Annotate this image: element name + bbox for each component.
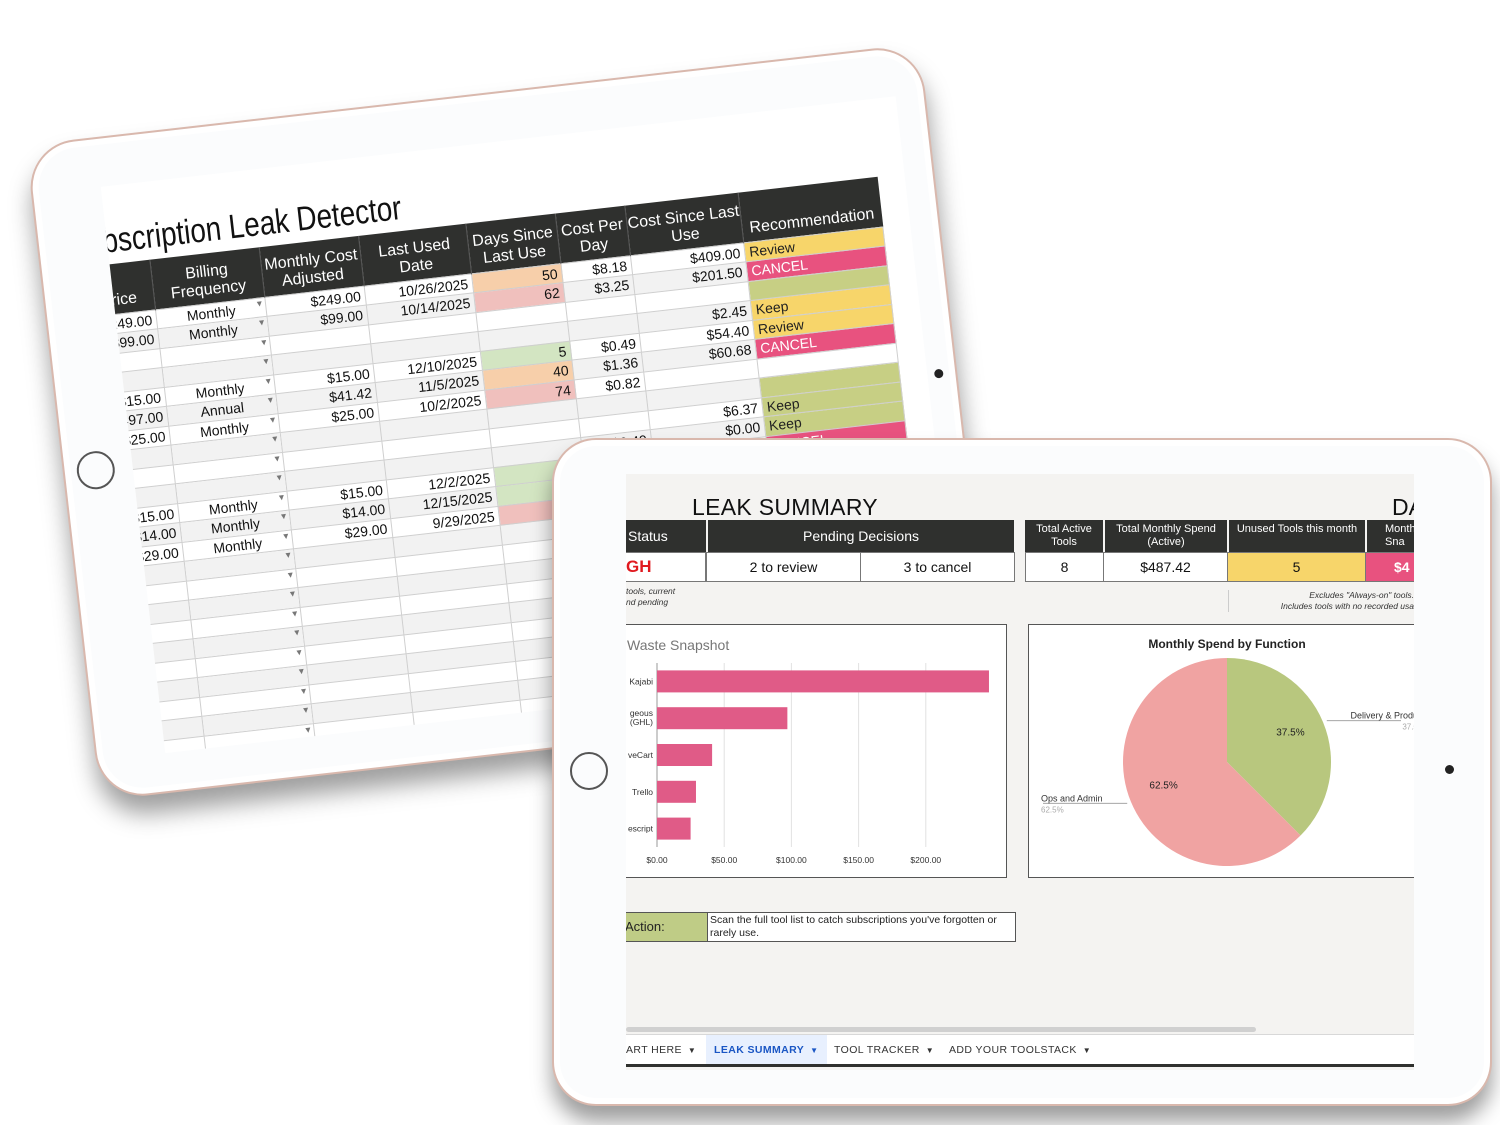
legend-pct: 62.5%: [1041, 805, 1064, 814]
kpi-month-snapshot-value: $4: [1365, 552, 1414, 582]
kpi-header-month-snapshot: Month Sna: [1367, 520, 1414, 552]
action-label: Action:: [626, 912, 708, 942]
status-value: GH: [626, 552, 706, 582]
y-tick-label: geous: [630, 708, 653, 718]
chevron-down-icon: ▼: [810, 1046, 819, 1055]
pending-cancel-cell: 3 to cancel: [860, 552, 1015, 582]
tab-label: TOOL TRACKER: [834, 1044, 920, 1056]
tab-label: LEAK SUMMARY: [714, 1044, 805, 1056]
tab-label: ADD YOUR TOOLSTACK: [949, 1044, 1077, 1056]
col-header-cost-per-day: Cost Per Day: [555, 205, 631, 264]
camera-dot: [1445, 765, 1454, 774]
kpi-header-unused-tools: Unused Tools this month: [1229, 520, 1365, 552]
chart-title: Monthly Spend by Function: [1148, 637, 1306, 651]
page-title-right: DA: [1392, 494, 1414, 520]
action-text: Scan the full tool list to catch subscri…: [707, 912, 1016, 942]
tablet-front: LEAK SUMMARY DA Status Pending Decisions…: [552, 438, 1492, 1106]
pie-slice: [1227, 658, 1331, 836]
pie-pct-label: 37.5%: [1276, 728, 1304, 739]
leak-summary-sheet: LEAK SUMMARY DA Status Pending Decisions…: [626, 474, 1414, 1070]
kpi-monthly-spend-value: $487.42: [1103, 552, 1228, 582]
y-tick-label: Trello: [632, 787, 653, 797]
chevron-down-icon: ▼: [1082, 1046, 1092, 1055]
home-button: [570, 752, 608, 790]
status-header: Status: [626, 520, 706, 552]
legend-label: Ops and Admin: [1041, 793, 1103, 803]
pie-pct-label: 62.5%: [1149, 780, 1177, 791]
x-tick-label: $50.00: [711, 855, 737, 865]
x-tick-label: $100.00: [776, 855, 807, 865]
tab-leak-summary[interactable]: LEAK SUMMARY ▼: [706, 1035, 827, 1065]
kpi-header-active-tools: Total Active Tools: [1025, 520, 1103, 552]
kpi-note: Excludes "Always-on" tools. Includes too…: [1228, 590, 1414, 612]
page-title: LEAK SUMMARY: [692, 494, 878, 520]
kpi-unused-tools-value: 5: [1227, 552, 1366, 582]
horizontal-scrollbar[interactable]: [626, 1027, 1256, 1032]
tab-start-here[interactable]: ART HERE ▼: [626, 1035, 696, 1065]
x-tick-label: $0.00: [646, 855, 668, 865]
sheet-tabs: ART HERE ▼ LEAK SUMMARY ▼ TOOL TRACKER ▼ AD…: [626, 1034, 1414, 1067]
bar: [657, 780, 696, 803]
bar-chart-svg: $0.00 $50.00 $100.00 $150.00 $200.00 Kajabi ge…: [628, 663, 989, 865]
legend-label: Delivery & Product: [1350, 711, 1414, 721]
x-tick-label: $200.00: [910, 855, 941, 865]
bar: [657, 744, 713, 766]
bar: [657, 817, 691, 840]
tab-label: ART HERE: [626, 1044, 682, 1056]
kpi-active-tools-value: 8: [1025, 552, 1104, 582]
chevron-down-icon: ▼: [925, 1046, 935, 1055]
y-tick-label: Kajabi: [629, 676, 653, 686]
y-tick-label: (GHL): [630, 717, 653, 727]
pie-slice: [1123, 658, 1301, 866]
chevron-down-icon: ▼: [687, 1046, 697, 1055]
pending-review-cell: 2 to review: [706, 552, 861, 582]
y-tick-label: veCart: [628, 750, 654, 760]
pie-chart-svg: 37.5% Delivery & Product 37.5% 62.5% Ops and…: [1041, 658, 1414, 866]
kpi-header-monthly-spend: Total Monthly Spend (Active): [1105, 520, 1227, 552]
pending-decisions-header: Pending Decisions: [708, 520, 1014, 552]
x-tick-label: $150.00: [843, 855, 874, 865]
monthly-spend-chart: Monthly Spend by Function 37.5% Delivery …: [1028, 624, 1414, 878]
legend-pct: 37.5%: [1402, 723, 1414, 732]
bar: [657, 670, 989, 693]
tab-add-your-toolstack[interactable]: ADD YOUR TOOLSTACK ▼: [949, 1035, 1091, 1065]
waste-snapshot-chart: Waste Snapshot $0.00 $50.00 $100.00 $150.00…: [626, 624, 1007, 878]
bar: [657, 707, 788, 730]
status-note: tools, current nd pending: [626, 586, 676, 607]
y-tick-label: escript: [628, 824, 654, 834]
tab-bar-underline: [626, 1064, 1414, 1067]
chart-title: Waste Snapshot: [627, 637, 730, 653]
tab-tool-tracker[interactable]: TOOL TRACKER ▼: [834, 1035, 934, 1065]
